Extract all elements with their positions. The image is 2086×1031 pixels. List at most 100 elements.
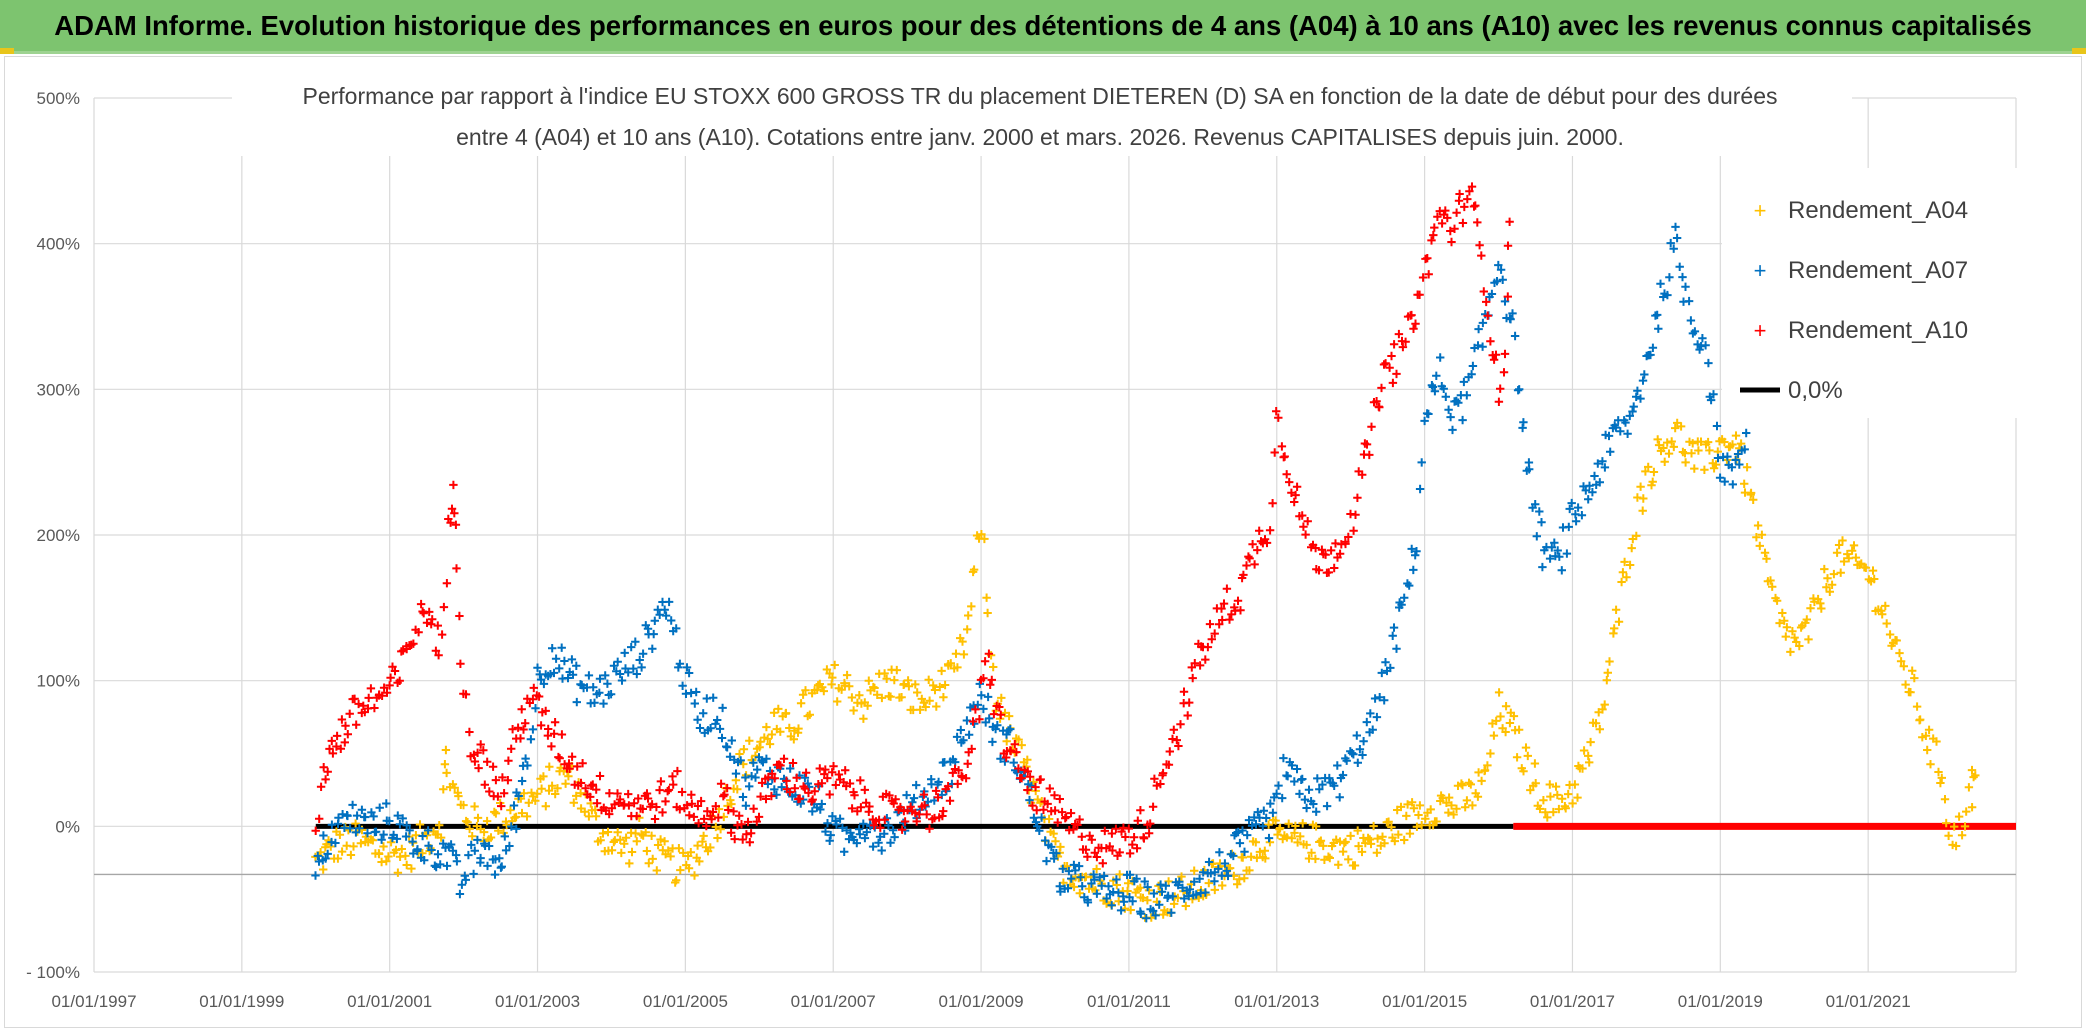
marker-rendement-a04 bbox=[547, 781, 557, 790]
marker-rendement-a04 bbox=[1023, 755, 1032, 764]
marker-rendement-a07 bbox=[1640, 370, 1649, 379]
marker-rendement-a07 bbox=[483, 861, 492, 871]
marker-rendement-a10 bbox=[1479, 287, 1488, 296]
marker-rendement-a04 bbox=[713, 833, 722, 843]
marker-rendement-a07 bbox=[470, 846, 479, 855]
x-tick-label: 01/01/2021 bbox=[1826, 992, 1911, 1011]
marker-rendement-a04 bbox=[1115, 870, 1124, 879]
marker-rendement-a07 bbox=[1377, 668, 1386, 678]
marker-rendement-a07 bbox=[1151, 911, 1160, 920]
marker-rendement-a04 bbox=[1627, 543, 1636, 553]
marker-rendement-a07 bbox=[369, 812, 378, 821]
marker-rendement-a04 bbox=[1311, 854, 1320, 864]
marker-rendement-a10 bbox=[1365, 450, 1374, 460]
marker-rendement-a10 bbox=[555, 754, 564, 763]
marker-rendement-a10 bbox=[1128, 840, 1137, 849]
marker-rendement-a07 bbox=[548, 644, 557, 653]
marker-rendement-a04 bbox=[1586, 737, 1595, 747]
marker-rendement-a10 bbox=[1129, 833, 1139, 842]
marker-rendement-a10 bbox=[821, 765, 830, 774]
marker-rendement-a04 bbox=[1823, 574, 1832, 583]
marker-rendement-a04 bbox=[679, 848, 688, 858]
marker-rendement-a07 bbox=[912, 780, 921, 790]
marker-rendement-a04 bbox=[1924, 725, 1934, 734]
marker-rendement-a07 bbox=[398, 814, 407, 823]
marker-rendement-a10 bbox=[939, 806, 948, 816]
marker-rendement-a04 bbox=[1654, 440, 1664, 450]
banner-corner-right bbox=[2072, 48, 2086, 54]
marker-rendement-a04 bbox=[1417, 821, 1426, 830]
legend-background bbox=[1722, 168, 2018, 418]
marker-rendement-a10 bbox=[1087, 835, 1096, 844]
marker-rendement-a10 bbox=[963, 759, 972, 768]
marker-rendement-a07 bbox=[1298, 774, 1307, 784]
marker-rendement-a04 bbox=[693, 841, 702, 850]
y-tick-label: 0% bbox=[55, 817, 80, 836]
marker-rendement-a04 bbox=[1849, 541, 1859, 550]
marker-rendement-a04 bbox=[617, 848, 626, 858]
marker-rendement-a10 bbox=[754, 812, 764, 822]
marker-rendement-a04 bbox=[1703, 437, 1713, 447]
marker-rendement-a07 bbox=[1625, 411, 1634, 421]
marker-rendement-a04 bbox=[913, 688, 922, 697]
marker-rendement-a04 bbox=[1851, 553, 1861, 562]
marker-rendement-a07 bbox=[826, 830, 835, 840]
marker-rendement-a04 bbox=[798, 690, 808, 699]
marker-rendement-a04 bbox=[1766, 576, 1775, 585]
marker-rendement-a04 bbox=[1950, 822, 1959, 831]
marker-rendement-a07 bbox=[523, 761, 532, 770]
marker-rendement-a07 bbox=[1550, 538, 1559, 547]
marker-rendement-a04 bbox=[1444, 793, 1454, 802]
marker-rendement-a07 bbox=[584, 671, 594, 680]
marker-rendement-a10 bbox=[341, 721, 350, 730]
marker-rendement-a10 bbox=[1450, 224, 1459, 233]
marker-rendement-a10 bbox=[891, 795, 900, 804]
marker-rendement-a07 bbox=[549, 668, 559, 678]
marker-rendement-a10 bbox=[395, 676, 404, 685]
marker-rendement-a07 bbox=[392, 834, 402, 844]
marker-rendement-a04 bbox=[1671, 423, 1680, 433]
marker-rendement-a10 bbox=[708, 807, 718, 817]
marker-rendement-a10 bbox=[900, 817, 910, 826]
marker-rendement-a04 bbox=[1731, 431, 1741, 440]
marker-rendement-a10 bbox=[483, 757, 492, 766]
marker-rendement-a07 bbox=[880, 829, 889, 838]
marker-rendement-a10 bbox=[1225, 615, 1234, 624]
marker-rendement-a07 bbox=[1362, 717, 1371, 727]
marker-rendement-a04 bbox=[1271, 816, 1280, 825]
marker-rendement-a04 bbox=[767, 730, 777, 739]
marker-rendement-a07 bbox=[727, 736, 736, 745]
marker-rendement-a10 bbox=[1496, 384, 1505, 393]
marker-rendement-a10 bbox=[1139, 834, 1149, 843]
marker-rendement-a04 bbox=[765, 739, 775, 749]
marker-rendement-a07 bbox=[385, 816, 394, 826]
marker-rendement-a04 bbox=[1595, 725, 1604, 734]
marker-rendement-a04 bbox=[789, 735, 798, 744]
marker-rendement-a04 bbox=[1688, 439, 1697, 448]
marker-rendement-a04 bbox=[1896, 657, 1906, 666]
marker-rendement-a07 bbox=[1058, 864, 1067, 873]
marker-rendement-a07 bbox=[401, 832, 411, 841]
marker-rendement-a04 bbox=[382, 857, 391, 866]
marker-rendement-a07 bbox=[484, 841, 494, 851]
marker-rendement-a10 bbox=[428, 615, 437, 624]
marker-rendement-a04 bbox=[1541, 808, 1550, 817]
marker-rendement-a04 bbox=[1667, 437, 1676, 446]
marker-rendement-a04 bbox=[1602, 676, 1611, 685]
marker-rendement-a07 bbox=[1302, 803, 1311, 813]
marker-rendement-a04 bbox=[925, 696, 934, 705]
marker-rendement-a04 bbox=[706, 843, 715, 852]
marker-rendement-a07 bbox=[1590, 471, 1599, 481]
marker-rendement-a04 bbox=[1591, 719, 1601, 728]
marker-rendement-a07 bbox=[1025, 795, 1034, 805]
marker-rendement-a04 bbox=[652, 866, 661, 875]
marker-rendement-a04 bbox=[845, 682, 854, 691]
marker-rendement-a07 bbox=[1259, 806, 1268, 815]
marker-rendement-a04 bbox=[1804, 635, 1813, 644]
marker-rendement-a04 bbox=[486, 833, 496, 842]
marker-rendement-a04 bbox=[1934, 767, 1943, 777]
marker-rendement-a07 bbox=[589, 683, 598, 692]
marker-rendement-a07 bbox=[363, 829, 372, 838]
marker-rendement-a07 bbox=[1547, 543, 1556, 552]
marker-rendement-a04 bbox=[1519, 767, 1528, 776]
